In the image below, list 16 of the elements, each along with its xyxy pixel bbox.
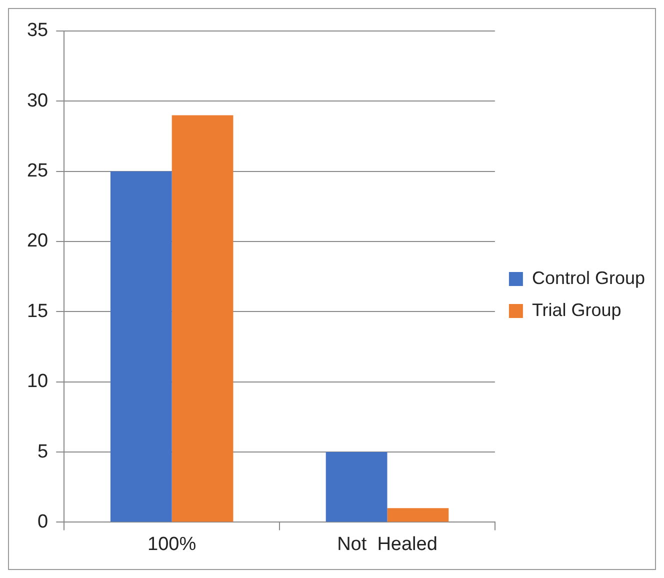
legend-label: Trial Group: [532, 300, 622, 320]
y-tick-label: 5: [38, 441, 48, 462]
legend-label: Control Group: [532, 268, 646, 288]
bar: [387, 508, 449, 522]
bar: [326, 452, 388, 522]
y-tick-label: 10: [26, 371, 48, 392]
y-tick-label: 35: [26, 20, 48, 42]
y-tick-label: 0: [38, 511, 48, 532]
bar: [172, 115, 234, 522]
y-tick-label: 20: [26, 230, 48, 252]
y-tick-label: 25: [26, 160, 48, 182]
bar: [110, 171, 172, 522]
x-tick-label: Not Healed: [337, 534, 438, 555]
y-tick-label: 30: [26, 90, 48, 112]
y-tick-label: 15: [26, 300, 48, 322]
x-tick-label: 100%: [148, 534, 196, 555]
